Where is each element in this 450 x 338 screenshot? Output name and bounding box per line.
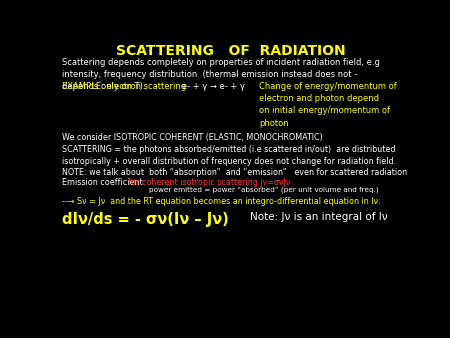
Text: EXAMPLE: electron scattering: EXAMPLE: electron scattering [63,82,187,91]
Text: SCATTERING   OF  RADIATION: SCATTERING OF RADIATION [116,44,346,58]
Text: e- + γ → e- + γ: e- + γ → e- + γ [174,82,245,91]
Text: dIν/ds = - σν(Iν – Jν): dIν/ds = - σν(Iν – Jν) [63,212,229,227]
Text: Emission coefficient: Emission coefficient [63,178,145,187]
Text: Scattering depends completely on properties of incident radiation field, e.g
int: Scattering depends completely on propert… [63,58,380,91]
Text: for coherent isotropic scattering jν=σνJν: for coherent isotropic scattering jν=σνJ… [128,178,291,187]
Text: Note: Jν is an integral of Iν: Note: Jν is an integral of Iν [250,212,387,222]
Text: We consider ISOTROPIC COHERENT (ELASTIC, MONOCHROMATIC)
SCATTERING = the photons: We consider ISOTROPIC COHERENT (ELASTIC,… [63,133,408,177]
Text: power emitted = power “absorbed” (per unit volume and freq.): power emitted = power “absorbed” (per un… [149,186,379,193]
Text: --→ Sν = Jν  and the RT equation becomes an integro-differential equation in Iν:: --→ Sν = Jν and the RT equation becomes … [63,197,381,206]
Text: Change of energy/momentum of
electron and photon depend
on initial energy/moment: Change of energy/momentum of electron an… [259,82,397,127]
